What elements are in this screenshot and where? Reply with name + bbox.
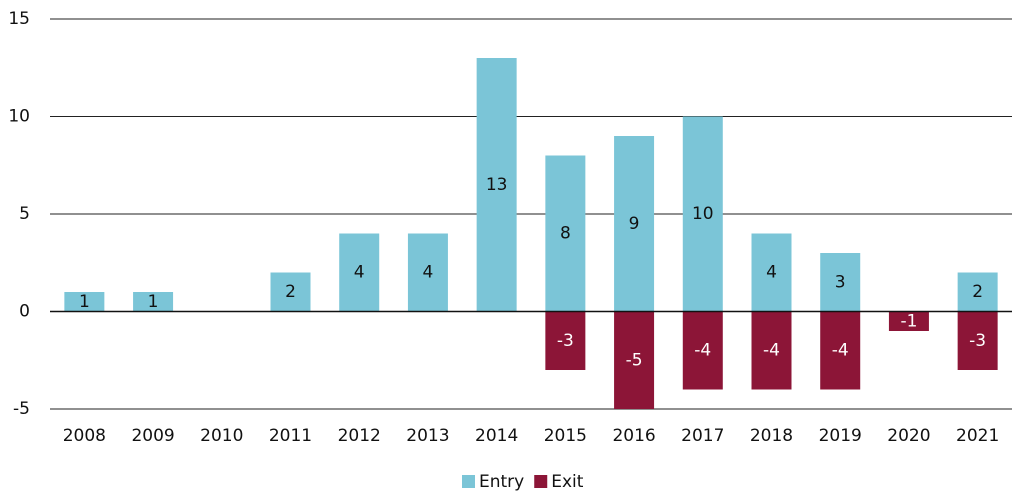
- x-tick-label: 2011: [269, 426, 312, 446]
- bar: [339, 233, 380, 312]
- x-tick-label: 2008: [63, 426, 106, 446]
- x-tick-label: 2014: [475, 426, 518, 446]
- value-label: 2: [972, 282, 983, 302]
- bar: [545, 155, 586, 312]
- value-label: 4: [354, 263, 365, 283]
- value-label: -1: [900, 311, 917, 331]
- y-tick-label: -5: [13, 399, 30, 419]
- value-label: 3: [835, 272, 846, 292]
- legend-label: Exit: [551, 472, 584, 492]
- value-label: 4: [423, 263, 434, 283]
- value-label: 8: [560, 224, 571, 244]
- x-tick-label: 2009: [131, 426, 174, 446]
- value-label: 2: [285, 282, 296, 302]
- bar: [957, 272, 998, 312]
- value-label: 1: [79, 292, 90, 312]
- value-label: -4: [832, 341, 849, 361]
- x-tick-label: 2015: [544, 426, 587, 446]
- value-label: 13: [486, 175, 508, 195]
- legend-swatch: [534, 475, 548, 488]
- value-label: -4: [694, 341, 711, 361]
- value-label: 4: [766, 263, 777, 283]
- bar: [957, 311, 998, 370]
- y-tick-label: 15: [8, 9, 30, 29]
- bar: [476, 58, 517, 312]
- bar: [614, 136, 655, 312]
- value-label: 1: [148, 292, 159, 312]
- y-tick-label: 5: [19, 204, 30, 224]
- x-tick-label: 2010: [200, 426, 243, 446]
- x-tick-label: 2017: [681, 426, 724, 446]
- bar: [270, 272, 311, 312]
- value-label: 9: [629, 214, 640, 234]
- bar: [820, 311, 861, 390]
- bar: [682, 116, 723, 312]
- x-tick-label: 2020: [887, 426, 930, 446]
- bar: [682, 311, 723, 390]
- bar: [545, 311, 586, 370]
- bar: [820, 253, 861, 312]
- bar: [64, 292, 105, 312]
- value-label: -3: [557, 331, 574, 351]
- y-tick-label: 0: [19, 302, 30, 322]
- value-label: -4: [763, 341, 780, 361]
- x-tick-label: 2018: [750, 426, 793, 446]
- value-label: -3: [969, 331, 986, 351]
- x-tick-label: 2019: [819, 426, 862, 446]
- legend-label: Entry: [479, 472, 524, 492]
- legend-swatch: [462, 475, 475, 488]
- bar: [133, 292, 174, 312]
- x-tick-label: 2013: [406, 426, 449, 446]
- value-label: 10: [692, 204, 714, 224]
- bar: [888, 311, 929, 331]
- bar: [407, 233, 448, 312]
- y-tick-label: 10: [8, 107, 30, 127]
- value-label: -5: [626, 350, 643, 370]
- bar: [751, 311, 792, 390]
- bar: [614, 311, 655, 409]
- x-tick-label: 2012: [338, 426, 381, 446]
- x-tick-label: 2021: [956, 426, 999, 446]
- bar: [751, 233, 792, 312]
- x-tick-label: 2016: [612, 426, 655, 446]
